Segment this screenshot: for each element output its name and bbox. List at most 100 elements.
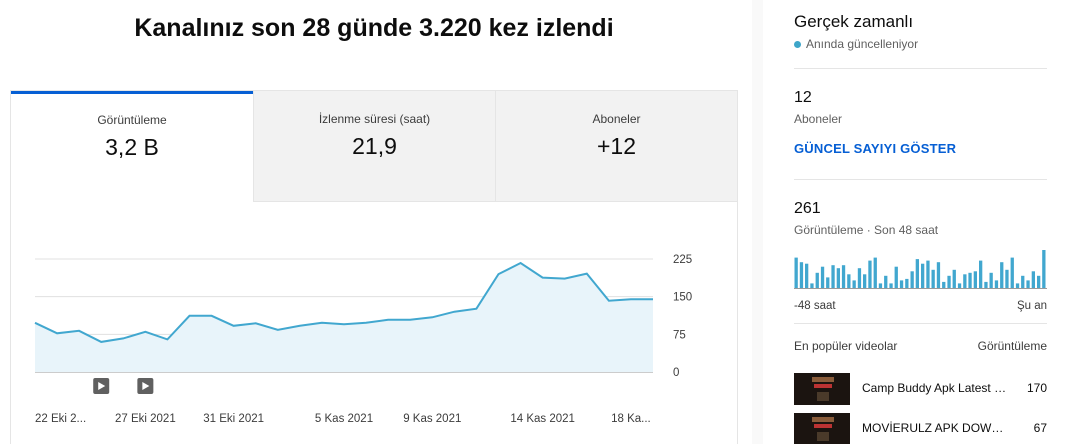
- hourly-bar: [826, 277, 830, 288]
- divider: [794, 68, 1047, 69]
- realtime-views-label: Görüntüleme · Son 48 saat: [794, 223, 939, 237]
- hourly-bar: [810, 283, 814, 288]
- chart-area: [35, 263, 653, 372]
- hourly-bar: [931, 269, 935, 288]
- hourly-bar: [1000, 262, 1004, 288]
- hourly-bar: [805, 263, 809, 288]
- tab-subscribers-value: +12: [596, 133, 636, 159]
- x-tick-label: 14 Kas 2021: [510, 413, 575, 425]
- mini-axis-start: -48 saat: [794, 300, 836, 312]
- tab-watch-time[interactable]: İzlenme süresi (saat) 21,9: [253, 91, 495, 202]
- hourly-bar: [942, 281, 946, 288]
- tab-views[interactable]: Görüntüleme 3,2 B: [11, 91, 253, 202]
- hourly-bar: [794, 257, 798, 288]
- video-views: 170: [1026, 381, 1047, 395]
- realtime-subtitle-text: Anında güncelleniyor: [806, 37, 919, 51]
- hourly-bar: [973, 271, 977, 288]
- hourly-bar: [905, 278, 909, 288]
- subscriber-count: 12: [794, 89, 812, 106]
- hourly-bar: [1021, 275, 1025, 288]
- hourly-bar: [1031, 271, 1035, 288]
- y-tick-label: 0: [673, 367, 679, 379]
- top-videos-views-header: Görüntüleme: [977, 339, 1047, 353]
- metric-tabs: Görüntüleme 3,2 B İzlenme süresi (saat) …: [11, 91, 737, 202]
- hourly-bar: [899, 280, 904, 288]
- tab-subscribers-label: Aboneler: [592, 112, 641, 126]
- hourly-bar: [963, 274, 967, 288]
- hourly-bar: [1015, 283, 1020, 288]
- hourly-bar: [989, 272, 993, 288]
- hourly-bar: [831, 265, 835, 288]
- video-title[interactable]: Camp Buddy Apk Latest Version: [862, 381, 1012, 395]
- x-tick-label: 18 Ka...: [611, 413, 651, 425]
- list-item[interactable]: MOVİERULZ APK DOWNLOAD 67: [794, 413, 1047, 444]
- hourly-bar: [884, 275, 888, 288]
- hourly-bar: [926, 260, 930, 288]
- hourly-bar: [852, 280, 856, 288]
- tab-watch-time-label: İzlenme süresi (saat): [318, 112, 431, 126]
- hourly-bar: [1037, 275, 1041, 288]
- show-live-count-button[interactable]: GÜNCEL SAYIYI GÖSTER: [794, 141, 957, 156]
- realtime-panel: Gerçek zamanlı Anında güncelleniyor 12 A…: [763, 0, 1073, 444]
- tab-views-value: 3,2 B: [105, 134, 159, 160]
- play-icon[interactable]: [98, 382, 106, 390]
- hourly-bar: [952, 269, 956, 288]
- hourly-bar: [921, 263, 925, 288]
- hourly-bar: [878, 283, 883, 288]
- hourly-bar: [799, 262, 804, 288]
- views-chart: 225 150 75 0 22 Eki 2... 27 Eki 2021 31 Eki 20…: [34, 254, 692, 425]
- play-icon[interactable]: [142, 382, 150, 390]
- divider: [794, 323, 1047, 324]
- hourly-bar: [910, 271, 914, 288]
- tab-subscribers[interactable]: Aboneler +12: [495, 91, 737, 202]
- x-tick-label: 9 Kas 2021: [403, 413, 461, 425]
- hourly-bar: [820, 266, 825, 288]
- hourly-views-chart: [794, 250, 1047, 289]
- hourly-bar: [868, 260, 872, 288]
- tab-watch-time-value: 21,9: [352, 133, 397, 159]
- top-videos-header: En popüler videolar: [794, 339, 898, 353]
- y-tick-label: 75: [673, 329, 686, 341]
- y-tick-label: 150: [673, 292, 692, 304]
- hourly-bar: [857, 268, 862, 288]
- hourly-bar: [841, 265, 846, 288]
- hourly-bar: [889, 283, 893, 288]
- hourly-bar: [1005, 269, 1009, 288]
- video-thumbnail[interactable]: [794, 373, 850, 405]
- live-dot-icon: [794, 40, 801, 48]
- hourly-bar: [863, 274, 867, 288]
- hourly-bar: [873, 257, 877, 288]
- hourly-bar: [894, 266, 898, 288]
- hourly-bar: [984, 281, 988, 288]
- video-views: 67: [1033, 421, 1047, 435]
- hourly-bar: [994, 280, 999, 288]
- hourly-bar: [979, 260, 983, 288]
- hourly-bar: [957, 283, 962, 288]
- video-title[interactable]: MOVİERULZ APK DOWNLOAD: [862, 421, 1012, 435]
- page-title: Kanalınız son 28 günde 3.220 kez izlendi: [134, 14, 614, 42]
- list-item[interactable]: Camp Buddy Apk Latest Version 170: [794, 373, 1047, 407]
- hourly-bar: [1026, 280, 1030, 288]
- y-tick-label: 225: [673, 254, 692, 266]
- chart-line: [34, 261, 653, 343]
- metrics-card: Görüntüleme 3,2 B İzlenme süresi (saat) …: [10, 90, 738, 444]
- subscriber-label: Aboneler: [794, 112, 843, 126]
- x-tick-label: 5 Kas 2021: [315, 413, 373, 425]
- hourly-bar: [836, 268, 840, 288]
- divider: [794, 179, 1047, 180]
- video-thumbnail[interactable]: [794, 413, 850, 444]
- realtime-subtitle: Anında güncelleniyor: [794, 37, 918, 51]
- hourly-bar: [1010, 257, 1014, 288]
- x-tick-label: 31 Eki 2021: [203, 413, 264, 425]
- hourly-bar: [947, 275, 951, 288]
- x-tick-label: 27 Eki 2021: [115, 413, 176, 425]
- realtime-title: Gerçek zamanlı: [794, 12, 914, 31]
- hourly-bar: [936, 262, 941, 288]
- x-tick-label: 22 Eki 2...: [35, 413, 86, 425]
- hourly-bar: [1042, 250, 1046, 288]
- hourly-bar: [815, 272, 819, 288]
- hourly-bar: [915, 259, 919, 288]
- hourly-bar: [968, 272, 972, 288]
- channel-overview: Kanalınız son 28 günde 3.220 kez izlendi…: [10, 14, 738, 444]
- mini-axis-end: Şu an: [1016, 300, 1047, 312]
